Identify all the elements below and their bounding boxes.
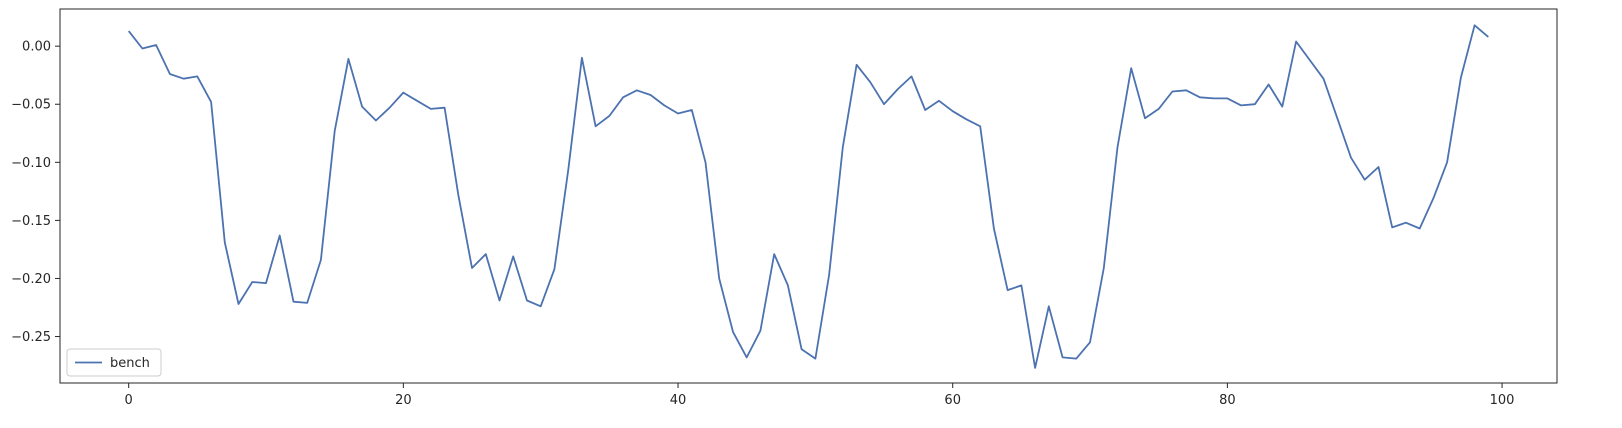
x-tick-label: 100: [1490, 393, 1515, 408]
y-tick-label: −0.05: [11, 98, 51, 113]
axis-ticks: 0 20 40 60 80 100 0.00 −0.05 −0.10 −0.15 −0.20 −0.2…: [11, 40, 1514, 408]
x-tick-label: 60: [944, 393, 961, 408]
y-tick-label: −0.10: [11, 156, 51, 171]
legend-box: [66, 348, 162, 377]
x-tick-label: 20: [395, 393, 412, 408]
x-tick-label: 0: [125, 393, 133, 408]
y-tick-label: −0.20: [11, 272, 51, 287]
y-tick-label: −0.25: [11, 330, 51, 345]
series-layer: [127, 24, 1489, 369]
series-line-bench: [127, 24, 1489, 369]
legend: bench: [66, 348, 162, 377]
x-tick-label: 80: [1219, 393, 1236, 408]
legend-label: bench: [110, 356, 150, 371]
plot-frame: [59, 8, 1558, 384]
y-tick-label: −0.15: [11, 214, 51, 229]
x-tick-label: 40: [670, 393, 687, 408]
y-tick-label: 0.00: [22, 40, 51, 55]
